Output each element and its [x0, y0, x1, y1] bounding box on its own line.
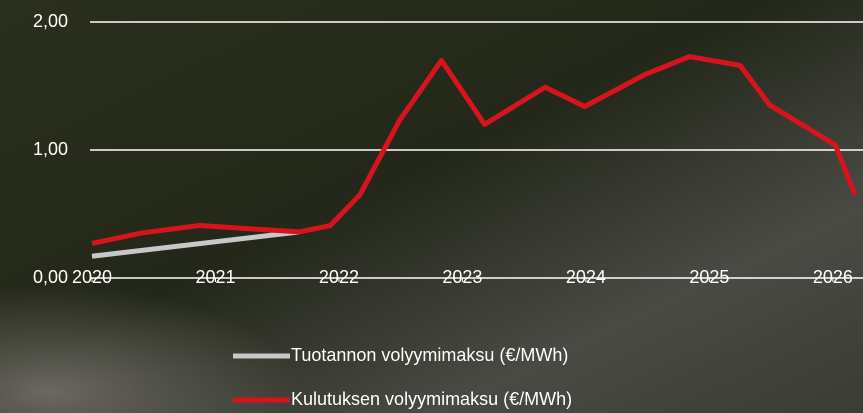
x-tick-label: 2021 — [195, 267, 235, 287]
x-tick-label: 2024 — [566, 267, 606, 287]
y-tick-label: 1,00 — [33, 139, 68, 159]
x-tick-label: 2023 — [442, 267, 482, 287]
x-tick-label: 2025 — [689, 267, 729, 287]
y-tick-label: 2,00 — [33, 11, 68, 31]
legend-label: Tuotannon volyymimaksu (€/MWh) — [291, 345, 568, 365]
x-tick-label: 2022 — [319, 267, 359, 287]
series-line — [91, 54, 858, 246]
series-line — [91, 229, 300, 259]
x-tick-label: 2026 — [813, 267, 853, 287]
legend-label: Kulutuksen volyymimaksu (€/MWh) — [291, 389, 572, 409]
y-tick-label: 0,00 — [33, 267, 68, 287]
background-rock — [0, 200, 500, 413]
x-tick-label: 2020 — [72, 267, 112, 287]
